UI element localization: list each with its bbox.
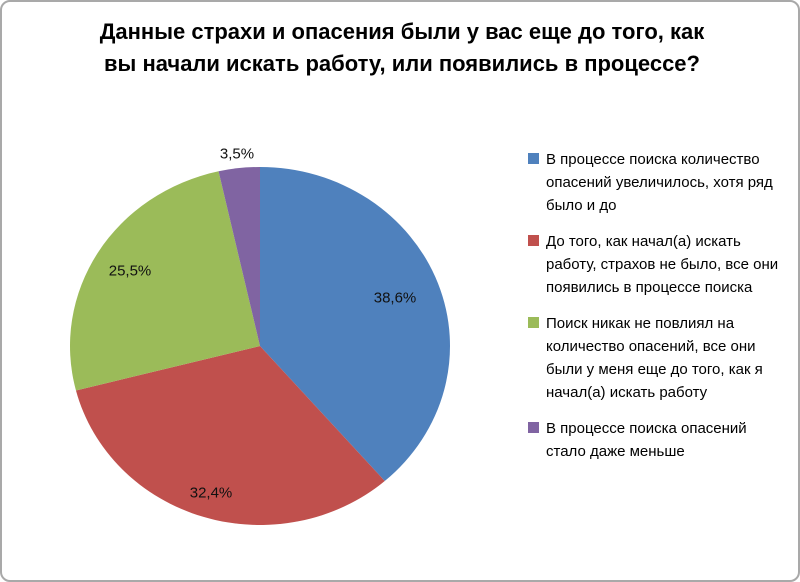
pie-value-label-1: 32,4% (189, 484, 233, 502)
pie-value-label-2: 25,5% (108, 262, 152, 280)
pie-slice-2 (69, 171, 260, 391)
legend-swatch-green-icon (528, 317, 539, 328)
legend-swatch-purple-icon (528, 422, 539, 433)
legend-label: В процессе поиска количество опасений ув… (546, 151, 773, 214)
pie-slice-1 (75, 346, 385, 525)
chart-title: Данные страхи и опасения были у вас еще … (99, 19, 705, 76)
legend-label: До того, как начал(а) искать работу, стр… (546, 233, 779, 296)
pie-value-label-0: 38,6% (373, 289, 417, 307)
legend-swatch-blue-icon (528, 153, 539, 164)
legend: В процессе поиска количество опасений ув… (528, 148, 786, 463)
legend-label: Поиск никак не повлиял на количество опа… (546, 315, 763, 401)
legend-item-no-influence: Поиск никак не повлиял на количество опа… (528, 312, 786, 404)
legend-swatch-red-icon (528, 235, 539, 246)
legend-item-appeared-during-search: До того, как начал(а) искать работу, стр… (528, 230, 786, 299)
legend-item-increased: В процессе поиска количество опасений ув… (528, 148, 786, 217)
legend-label: В процессе поиска опасений стало даже ме… (546, 420, 747, 460)
legend-item-fears-decreased: В процессе поиска опасений стало даже ме… (528, 417, 786, 463)
pie-slice-3 (218, 167, 260, 346)
pie-slice-0 (260, 167, 450, 482)
pie-value-label-3: 3,5% (219, 145, 255, 163)
